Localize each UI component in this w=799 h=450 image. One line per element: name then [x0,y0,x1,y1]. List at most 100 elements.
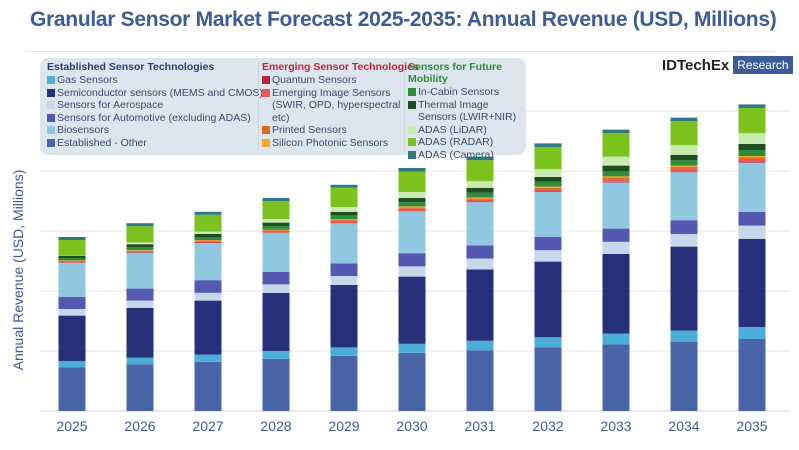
legend-swatch [47,76,55,84]
bar-segment [466,197,494,199]
bar-segment [330,215,358,219]
bar-segment [534,337,562,348]
bar-segment [398,352,426,411]
bar-segment [330,355,358,411]
x-tick-label: 2027 [192,418,223,434]
bar-segment [262,198,290,201]
bar-segment [602,129,630,134]
bar-segment [534,189,562,192]
bar-segment [398,343,426,353]
bar-segment [262,351,290,359]
bar-segment [534,143,562,147]
legend-swatch [262,88,270,97]
legend-swatch [408,88,416,96]
legend-label: Sensors for Aerospace [57,99,164,111]
legend-item: Semiconductor sensors (MEMS and CMOS) [47,87,263,100]
x-tick-label: 2031 [464,418,495,434]
bar-segment [398,206,426,208]
bar-segment [126,357,154,365]
bar-segment [194,243,222,281]
bar-segment [534,250,562,262]
bar-segment [670,330,698,342]
bar-segment [58,240,86,255]
bar-segment [670,160,698,166]
legend-item: In-Cabin Sensors [408,86,526,99]
bar-segment [262,219,290,223]
bar-segment [534,192,562,237]
legend-item: Printed Sensors [262,124,419,137]
bar-segment [534,347,562,411]
bar-segment [126,226,154,243]
bar-segment [262,271,290,285]
bar-segment [58,237,86,240]
legend-label: Quantum Sensors [272,74,357,86]
legend-label: Semiconductor sensors (MEMS and CMOS) [57,86,263,99]
bar-segment [534,191,562,192]
bar-segment [330,276,358,285]
legend-label: Gas Sensors [57,74,118,86]
bar-segment [534,261,562,338]
bar-segment [738,104,766,108]
bar-segment [534,181,562,187]
bar-segment [534,187,562,189]
bar-segment [670,117,698,122]
bar-segment [194,241,222,243]
bar-segment [602,165,630,171]
bar-segment [602,253,630,334]
bar-segment [398,266,426,277]
bar-segment [398,276,426,344]
legend-swatch [408,100,416,109]
bar-segment [194,300,222,355]
bar-segment [670,166,698,169]
bar-segment [534,177,562,182]
legend-group: Emerging Sensor Technologies Quantum Sens… [262,61,419,149]
bar-segment [738,327,766,339]
bar-segment [738,156,766,158]
bar-segment [194,234,222,237]
legend-item: Gas Sensors [47,74,263,87]
bar-segment [262,232,290,233]
legend-item: Quantum Sensors [262,74,419,87]
bar-segment [58,315,86,362]
bar-segment [262,201,290,219]
bar-segment [262,230,290,231]
legend-label: Printed Sensors [272,124,347,136]
bar-segment [738,238,766,327]
bar-segment [330,219,358,221]
legend-group-title: Sensors for Future Mobility [408,61,502,85]
bar-segment [126,307,154,358]
legend-separator [404,63,405,150]
bar-segment [58,260,86,261]
bar-segment [466,269,494,341]
legend-item: ADAS (RADAR) [408,136,526,149]
legend-swatch [47,126,55,134]
x-tick-label: 2034 [668,418,699,434]
x-tick-label: 2025 [56,418,87,434]
bar-segment [466,199,494,202]
bar-segment [738,108,766,134]
bar-segment [262,231,290,233]
bar-segment [58,262,86,297]
bar-segment [602,156,630,166]
bar-segment [738,162,766,212]
bar-segment [602,177,630,180]
bar-segment [58,361,86,368]
legend-item: Sensors for Automotive (excluding ADAS) [47,112,263,125]
bar-segment [466,340,494,351]
legend-label: In-Cabin Sensors [418,86,500,98]
legend-label: Emerging Image Sensors (SWIR, OPD, hyper… [272,86,401,124]
legend-swatch [47,88,55,97]
bar-segment [738,159,766,162]
bar-segment [330,207,358,212]
bar-segment [194,280,222,293]
bar-segment [194,231,222,234]
bar-segment [330,187,358,207]
bar-segment [194,354,222,362]
bar-segment [602,228,630,242]
bar-segment [398,210,426,212]
legend-swatch [262,126,270,134]
bar-segment [738,144,766,150]
legend-swatch [262,76,270,84]
legend-swatch [408,138,416,146]
y-axis-label: Annual Revenue (USD, Millions) [10,169,26,371]
